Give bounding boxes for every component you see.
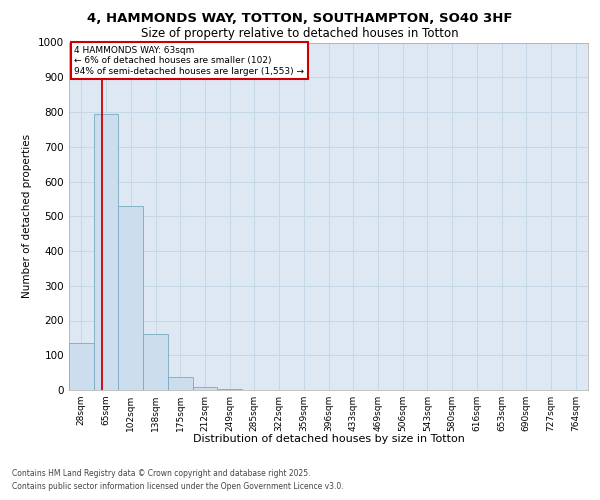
- Y-axis label: Number of detached properties: Number of detached properties: [22, 134, 32, 298]
- Bar: [193, 387, 217, 390]
- X-axis label: Distribution of detached houses by size in Totton: Distribution of detached houses by size …: [193, 434, 464, 444]
- Text: Size of property relative to detached houses in Totton: Size of property relative to detached ho…: [141, 28, 459, 40]
- Bar: [168, 377, 193, 390]
- Bar: [143, 334, 168, 390]
- Bar: [69, 343, 94, 390]
- Text: 4 HAMMONDS WAY: 63sqm
← 6% of detached houses are smaller (102)
94% of semi-deta: 4 HAMMONDS WAY: 63sqm ← 6% of detached h…: [74, 46, 304, 76]
- Text: Contains public sector information licensed under the Open Government Licence v3: Contains public sector information licen…: [12, 482, 344, 491]
- Text: 4, HAMMONDS WAY, TOTTON, SOUTHAMPTON, SO40 3HF: 4, HAMMONDS WAY, TOTTON, SOUTHAMPTON, SO…: [87, 12, 513, 26]
- Bar: [118, 206, 143, 390]
- Text: Contains HM Land Registry data © Crown copyright and database right 2025.: Contains HM Land Registry data © Crown c…: [12, 468, 311, 477]
- Bar: [94, 114, 118, 390]
